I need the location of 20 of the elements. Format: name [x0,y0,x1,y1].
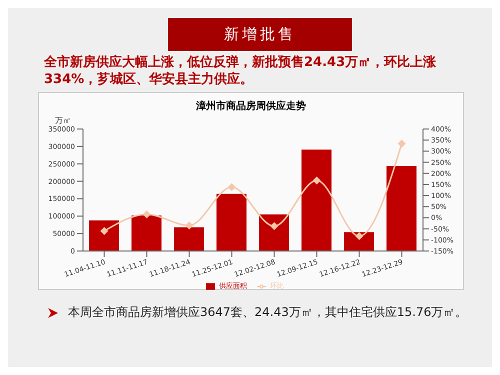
point [270,222,278,230]
bar [302,150,332,251]
chart-subtitle: 新增批售 [168,18,352,51]
bar [216,194,246,251]
point [228,183,236,192]
bar [344,232,374,251]
text: 全市新房供应大幅上涨，低位反弹，新批预售24.43万㎡，环比上涨334%，芗城区、华安县主力供应。 [44,54,438,88]
point [185,221,194,230]
chart-title: 漳州市商品房周供应走势 [195,99,307,113]
point [398,140,406,148]
point [142,210,151,218]
bar [132,215,162,251]
point [355,232,364,240]
bar [386,166,416,251]
bar [89,220,119,251]
point [312,176,321,184]
bar [259,214,289,251]
bar [174,227,204,251]
y-axis-title: 万㎡ [55,116,71,125]
text: 本周全市商品房新增供应3647套、24.43万㎡，其中住宅供应15.76万㎡。 [68,305,468,319]
